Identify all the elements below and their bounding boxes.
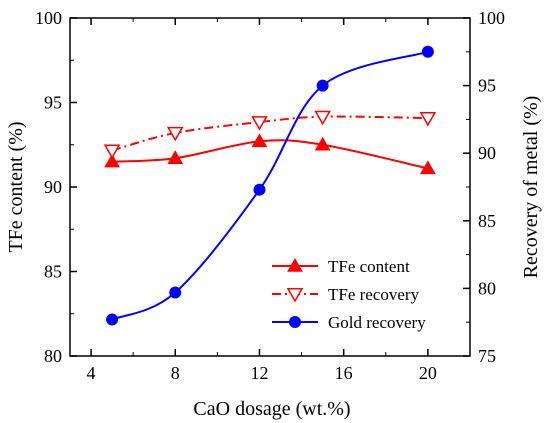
plot-area: 4 8 12 16 20 80 85 90 95 100 75 80 85 90 95 100 TFe cont… (35, 8, 505, 383)
data-point-gold-recovery (253, 183, 266, 196)
x-tick-label: 20 (419, 363, 437, 383)
data-point-gold-recovery (421, 45, 434, 58)
left-y-tick-label: 80 (44, 346, 62, 366)
legend-marker-gold-recovery (289, 316, 301, 328)
x-axis-label: CaO dosage (wt.%) (193, 398, 350, 420)
data-point-tfe-recovery (314, 110, 331, 126)
legend-label-gold-recovery: Gold recovery (328, 313, 426, 332)
right-y-axis-label: Recovery of metal (%) (520, 96, 542, 279)
left-y-tick-label: 100 (35, 8, 62, 28)
data-point-tfe-recovery (103, 144, 121, 160)
data-point-tfe-content (251, 133, 268, 148)
left-y-tick-label: 90 (44, 177, 62, 197)
legend-marker-tfe-recovery (286, 288, 304, 303)
series-line-tfe-recovery (111, 115, 428, 152)
right-y-tick-label: 80 (478, 278, 496, 298)
legend-marker-tfe-content (287, 257, 303, 272)
right-y-tick-label: 100 (478, 8, 505, 28)
right-y-tick-label: 90 (478, 143, 496, 163)
data-point-gold-recovery (316, 79, 329, 92)
data-point-tfe-content (104, 153, 120, 168)
legend: TFe content TFe recovery Gold recovery (272, 257, 426, 332)
data-point-tfe-recovery (419, 112, 437, 127)
right-y-tick-label: 75 (478, 346, 496, 366)
series-line-tfe-content (112, 139, 429, 170)
data-point-tfe-recovery (251, 116, 268, 131)
legend-label-tfe-content: TFe content (328, 257, 410, 276)
x-tick-label: 8 (171, 363, 180, 383)
x-tick-label: 12 (250, 363, 268, 383)
x-tick-label: 16 (335, 363, 353, 383)
data-point-gold-recovery (106, 313, 119, 326)
legend-label-tfe-recovery: TFe recovery (328, 285, 420, 304)
x-tick-label: 4 (87, 363, 96, 383)
data-point-tfe-content (314, 136, 331, 151)
left-y-tick-label: 85 (44, 262, 62, 282)
right-y-tick-label: 95 (478, 76, 496, 96)
plot-frame (69, 17, 471, 357)
right-y-tick-label: 85 (478, 211, 496, 231)
left-y-tick-label: 95 (44, 93, 62, 113)
data-point-tfe-recovery (166, 126, 184, 142)
data-point-tfe-content (167, 150, 184, 165)
data-point-tfe-content (420, 160, 436, 175)
series-line-gold-recovery (111, 50, 429, 321)
data-point-gold-recovery (169, 286, 182, 299)
left-y-axis-label: TFe content (%) (5, 121, 27, 252)
